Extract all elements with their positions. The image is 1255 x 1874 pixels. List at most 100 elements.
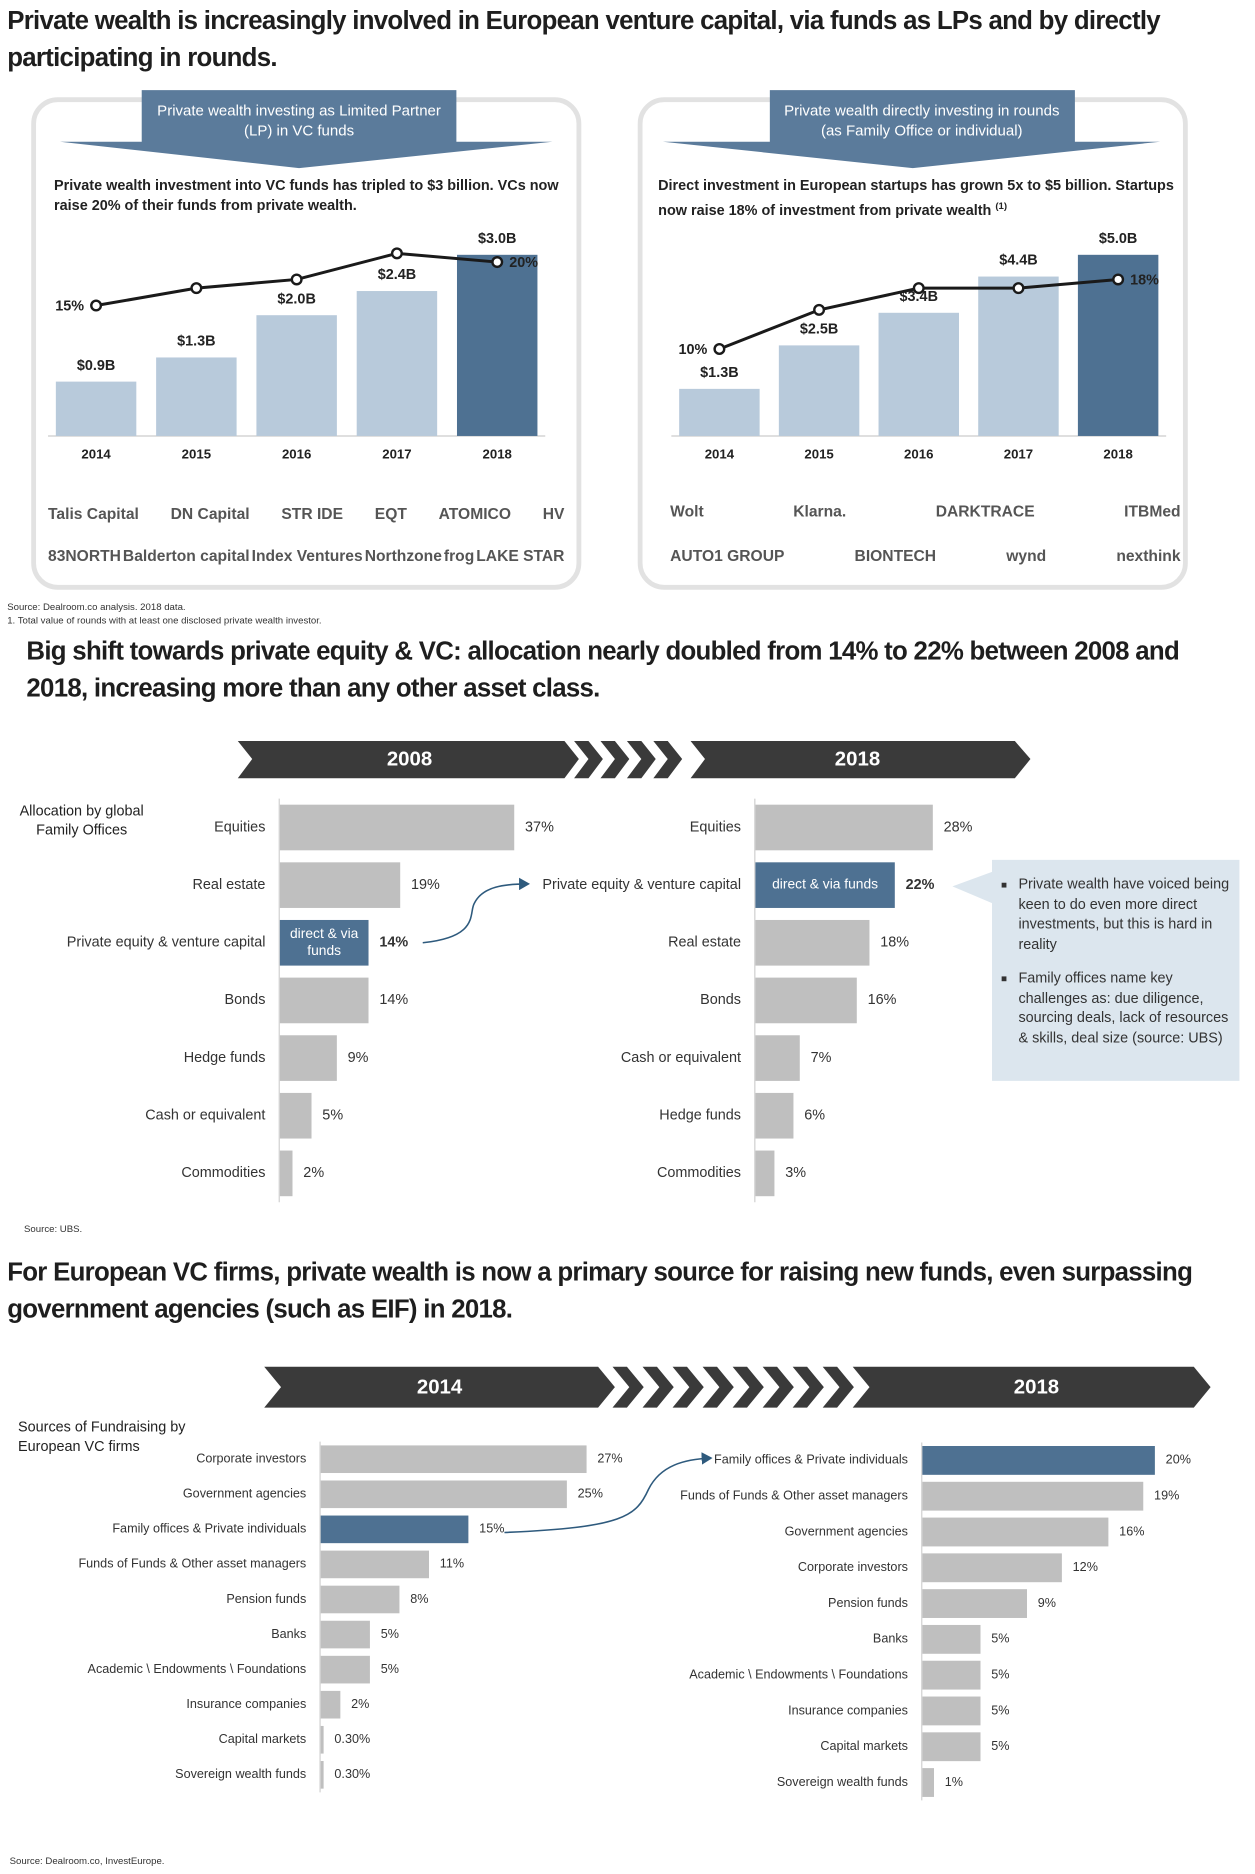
note-item: Private wealth have voiced being keen to… xyxy=(1018,874,1232,953)
bar xyxy=(279,1092,312,1139)
period-arrow xyxy=(264,1366,615,1408)
category-label: Private equity & venture capital xyxy=(542,877,741,893)
category-label: Family offices & Private individuals xyxy=(714,1453,908,1467)
bar xyxy=(320,1550,429,1579)
category-label: Commodities xyxy=(657,1165,741,1181)
value-label: 0.30% xyxy=(334,1767,370,1781)
bar xyxy=(156,357,237,436)
chevron xyxy=(792,1366,824,1408)
category-label: Cash or equivalent xyxy=(145,1108,265,1124)
category-label: Capital markets xyxy=(219,1732,307,1746)
panel-subtitle: Private wealth investment into VC funds … xyxy=(54,176,559,214)
line-point xyxy=(912,282,925,295)
bar xyxy=(878,312,959,436)
x-tick-label: 2014 xyxy=(81,447,111,462)
logo-row: Wolt Klarna. DARKTRACE ITBMed xyxy=(670,492,1180,528)
logo: Wolt xyxy=(670,501,704,520)
category-label: Funds of Funds & Other asset managers xyxy=(78,1557,306,1571)
bar xyxy=(55,381,137,436)
value-label: 5% xyxy=(991,1632,1009,1646)
bar xyxy=(922,1446,1155,1475)
category-label: Equities xyxy=(690,819,741,835)
logo-row: AUTO1 GROUP BIONTECH wynd nexthink xyxy=(670,537,1180,573)
bar-value-label: $4.4B xyxy=(999,253,1037,269)
note-list: Private wealth have voiced being keen to… xyxy=(1002,874,1233,1047)
logo: frog xyxy=(443,545,475,564)
value-label: 5% xyxy=(991,1739,1009,1753)
bar xyxy=(320,1480,567,1509)
bar xyxy=(320,1445,587,1474)
line-value-label: 10% xyxy=(679,342,708,358)
section-title: Big shift towards private equity & VC: a… xyxy=(26,636,1180,703)
banner-arrow xyxy=(662,90,1161,169)
category-label: Academic \ Endowments \ Foundations xyxy=(689,1667,908,1681)
category-label: Family offices & Private individuals xyxy=(112,1522,306,1536)
source: Source: Dealroom.co, InvestEurope. xyxy=(9,1855,165,1867)
value-label: 5% xyxy=(991,1703,1009,1717)
bar xyxy=(922,1553,1062,1583)
category-label: Government agencies xyxy=(183,1487,306,1501)
line-point xyxy=(390,247,403,260)
line-value-label: 20% xyxy=(509,255,538,271)
category-label: Sovereign wealth funds xyxy=(777,1775,908,1789)
category-label: Cash or equivalent xyxy=(621,1050,741,1066)
banner-arrow xyxy=(60,90,553,169)
value-label: 12% xyxy=(1073,1560,1098,1574)
value-label: 14% xyxy=(379,935,408,951)
line-value-label: 18% xyxy=(1130,272,1159,288)
logo: Klarna. xyxy=(793,501,847,520)
value-label: 9% xyxy=(1038,1596,1056,1610)
chevron xyxy=(600,741,630,779)
bar xyxy=(256,315,337,436)
connector-arrow xyxy=(422,877,531,944)
value-label: 0.30% xyxy=(334,1732,370,1746)
logo: ATOMICO xyxy=(438,503,511,522)
chevron xyxy=(672,1366,704,1408)
value-label: 3% xyxy=(785,1165,806,1181)
subtitle-text: Direct investment in European startups h… xyxy=(658,176,1174,219)
period-label: 2018 xyxy=(1014,1377,1059,1399)
bar-value-label: $0.9B xyxy=(77,358,115,374)
period-label: 2014 xyxy=(417,1377,463,1399)
logo: ITBMed xyxy=(1124,501,1181,520)
x-tick-label: 2017 xyxy=(1004,447,1033,462)
logo: Balderton capital xyxy=(122,545,250,564)
source: Source: UBS. xyxy=(24,1223,83,1235)
bar xyxy=(978,276,1059,436)
bar xyxy=(922,1481,1144,1511)
value-label: 19% xyxy=(1154,1489,1179,1503)
panel-banner: Private wealth directly investing in rou… xyxy=(784,102,1060,140)
logo: BIONTECH xyxy=(854,545,937,564)
category-label: Real estate xyxy=(668,935,741,951)
logo: nexthink xyxy=(1116,545,1181,564)
value-label: 7% xyxy=(811,1050,832,1066)
value-label: 25% xyxy=(578,1487,603,1501)
category-label: Corporate investors xyxy=(798,1560,908,1574)
logo: DN Capital xyxy=(170,503,250,522)
note-item: Family offices name key challenges as: d… xyxy=(1018,968,1232,1047)
logo: Talis Capital xyxy=(48,503,139,522)
connector-arrow xyxy=(504,1452,713,1534)
category-label: Academic \ Endowments \ Foundations xyxy=(88,1662,307,1676)
bar xyxy=(755,919,870,966)
bar xyxy=(320,1761,324,1789)
value-label: 37% xyxy=(525,819,554,835)
sources: Source: Dealroom.co analysis. 2018 data.… xyxy=(7,601,728,627)
bar xyxy=(922,1517,1109,1547)
category-label: Corporate investors xyxy=(196,1452,306,1466)
footnote: 1. Total value of rounds with at least o… xyxy=(7,614,322,626)
category-label: Insurance companies xyxy=(186,1697,306,1711)
bar xyxy=(279,804,515,851)
bar-value-label: $3.4B xyxy=(900,289,938,305)
period-arrow xyxy=(237,741,579,779)
bar xyxy=(922,1732,981,1762)
value-label: 20% xyxy=(1166,1453,1191,1467)
value-label: 5% xyxy=(322,1108,343,1124)
bar xyxy=(922,1696,981,1726)
value-label: 6% xyxy=(804,1108,825,1124)
period-label: 2008 xyxy=(387,749,432,771)
bar xyxy=(320,1725,324,1754)
bar-value-label: $1.3B xyxy=(177,334,215,350)
value-label: 14% xyxy=(379,992,408,1008)
source: Source: Dealroom.co analysis. 2018 data. xyxy=(7,601,186,613)
